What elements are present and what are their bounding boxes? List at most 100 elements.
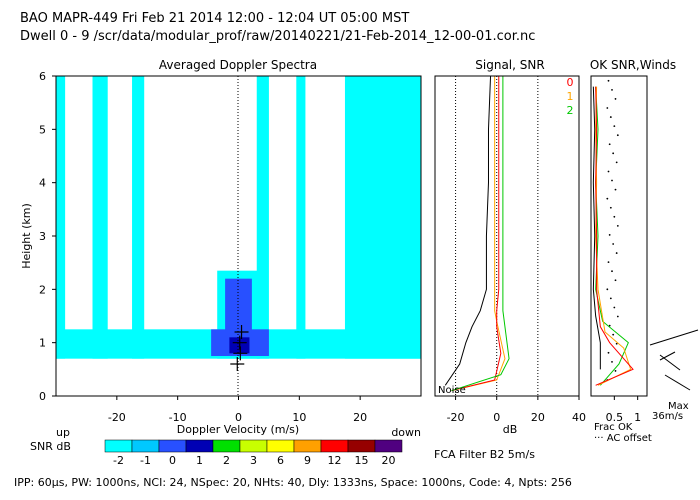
ac-offset-dot [613,215,616,218]
ac-offset-dot [613,125,616,128]
colorbar-label: SNR dB [30,440,71,453]
x-tick-label: 20 [531,411,545,424]
ok-title: OK SNR,Winds [590,58,676,72]
ac-offset-dot [616,134,619,137]
ac-offset-note: ··· AC offset [594,433,652,444]
ac-offset-dot [609,206,612,209]
up-label: up [56,426,70,439]
ac-offset-dot [614,98,617,100]
doppler-y-label: Height (km) [20,203,33,269]
ac-offset-dot [609,297,612,300]
ac-offset-dot [611,270,613,273]
ac-offset-dot [611,179,613,182]
colorbar-cell [185,439,214,453]
header-line-1: BAO MAPR-449 Fri Feb 21 2014 12:00 - 12:… [20,11,410,26]
noise-annotation: Noise [438,385,466,396]
signal-line [444,75,492,386]
x-tick-label: -20 [447,411,465,424]
ac-offset-dot [614,370,617,372]
colorbar-tick: -2 [113,454,124,467]
ac-offset-dot [606,197,609,200]
wind-marker [233,346,248,361]
ok-frame [590,75,648,397]
x-tick-label: -20 [108,411,126,424]
signal-snr-panel: Signal, SNR -20 0 20 40 Noise dB [434,58,586,436]
y-tick-label: 3 [39,230,46,243]
ac-offset-dot [611,88,613,91]
colorbar-cell [374,439,403,453]
colorbar-cell [320,439,349,453]
max-label: Max [668,401,689,412]
spectra-region [231,340,239,351]
ac-offset-dot [607,79,610,82]
wind-barb [659,354,681,371]
ac-offset-dot [615,252,618,254]
colorbar-tick: -1 [140,454,151,467]
wind-markers [230,325,249,371]
signal-lines [444,75,510,392]
colorbar-tick: 3 [250,454,257,467]
ac-offset-dot [615,342,618,345]
colorbar-tick: 6 [277,454,284,467]
y-tick-label: 5 [39,123,46,136]
colorbar-ticks: -2 -1 0 1 2 3 6 9 12 15 20 [113,454,395,467]
x-tick-label: -10 [169,411,187,424]
y-tick-label: 4 [39,177,46,190]
wind-marker [230,357,245,371]
colorbar-tick: 2 [223,454,230,467]
signal-grid [455,76,539,396]
ac-offset-dot [611,360,613,363]
ac-offset-dot [607,351,610,354]
legend-entry: 2 [567,104,574,117]
spectra-region [132,76,145,359]
ac-offset-dot [608,324,611,327]
spectra-region [344,76,421,359]
ac-offset-dot [607,170,610,173]
wind-barb [664,374,691,391]
filter-label: FCA Filter B2 5m/s [434,448,535,461]
ac-offset-dot [608,234,611,236]
colorbar-cell [239,439,268,453]
ac-offset-dot [608,143,611,146]
colorbar-cell [266,439,295,453]
x-tick-label: 40 [572,411,586,424]
colorbar-cell [347,439,376,453]
max-value: 36m/s [652,411,683,422]
doppler-title: Averaged Doppler Spectra [159,58,317,72]
spectra-region [256,76,269,359]
wind-marker [234,325,249,339]
wind-barb [659,351,676,361]
legend-entry: 1 [567,90,574,103]
signal-line [451,76,510,392]
colorbar-tick: 20 [382,454,396,467]
wind-barbs [649,329,699,391]
ok-snr-winds-panel: OK SNR,Winds 0.5 1 012 Frac OK ··· AC off… [567,58,699,444]
colorbar-tick: 1 [196,454,203,467]
colorbar-cell [131,439,160,453]
x-tick-label: 0.5 [606,411,624,424]
signal-x-ticks: -20 0 20 40 [447,396,586,424]
y-tick-label: 2 [39,283,46,296]
colorbar-cell [212,439,241,453]
spectra-region [56,76,66,359]
colorbar-cell [104,439,133,453]
footer-params: IPP: 60μs, PW: 1000ns, NCI: 24, NSpec: 2… [14,476,572,489]
y-tick-label: 0 [39,390,46,403]
x-tick-label: 0 [235,411,242,424]
ac-offset-dot [616,224,619,227]
colorbar-cell [158,439,187,453]
ac-offset-dot [616,315,619,318]
signal-frame [434,75,580,397]
ac-offset-dot [607,261,610,264]
ok-legend: 012 [567,76,574,117]
colorbar-cells [104,439,403,453]
ac-offset-dot [612,243,615,245]
spectra-region [296,76,306,359]
ok-line [595,86,629,386]
wind-barb [649,329,699,346]
ac-offset-dot [612,333,615,336]
x-tick-label: 20 [353,411,367,424]
y-tick-label: 6 [39,70,46,83]
ac-offset-dot [614,188,617,191]
